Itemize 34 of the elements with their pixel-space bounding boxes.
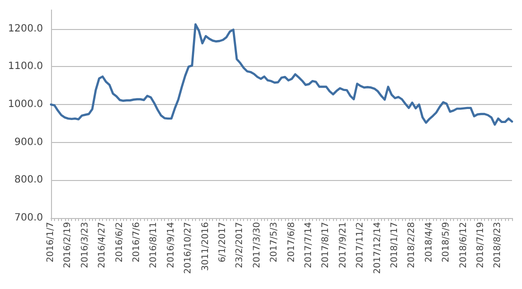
x-tick-label: 2016/10/27	[184, 222, 194, 274]
y-tick-label: 1100.0	[8, 61, 43, 72]
x-tick-label: 2017/7/14	[304, 222, 314, 268]
x-tick-label: 2017/5/3	[270, 222, 280, 262]
x-tick-label: 2016/2/19	[63, 222, 74, 268]
x-tick-label: 2016/4/27	[98, 222, 108, 268]
x-tick-label: 2017/3/30	[252, 222, 262, 268]
line-series	[50, 23, 514, 126]
x-tick-label: 2018/6/12	[458, 222, 469, 268]
x-tick-label: 2018/1/17	[390, 222, 400, 268]
x-tick-label: 2016/9/14	[166, 222, 176, 268]
x-tick-label: 23/2/2017	[235, 222, 246, 268]
x-tick-label: 2017/12/14	[372, 222, 383, 274]
x-tick-label: 2018/5/9	[442, 222, 452, 262]
x-tick-label: 2017/9/21	[338, 222, 348, 268]
x-tick-label: 2018/2/28	[407, 222, 418, 268]
x-tick-label: 3011/2016	[200, 222, 211, 271]
x-tick-label: 6/1/2017	[218, 222, 228, 262]
x-tick-label: 2017/11/2	[356, 222, 366, 268]
y-tick-label: 700.0	[14, 212, 43, 224]
y-tick-label: 800.0	[14, 174, 43, 186]
y-tick-label: 1000.0	[8, 99, 43, 110]
x-tick-label: 2018/8/23	[493, 222, 504, 268]
x-tick-label: 2017/8/17	[321, 222, 332, 268]
x-tick-label: 2018/4/4	[424, 222, 434, 262]
y-tick-label: 1200.0	[8, 23, 43, 34]
x-tick-label: 2016/6/2	[114, 222, 125, 262]
x-tick-label: 2018/7/19	[476, 222, 486, 268]
x-tick-label: 2017/6/8	[286, 222, 297, 262]
x-tick-label: 2016/3/23	[80, 222, 90, 268]
x-tick-label: 2016/8/11	[149, 222, 160, 268]
y-tick-label: 900.0	[14, 136, 43, 148]
x-tick-label: 2016/1/7	[46, 222, 56, 262]
x-tick-label: 2016/7/6	[132, 222, 142, 262]
